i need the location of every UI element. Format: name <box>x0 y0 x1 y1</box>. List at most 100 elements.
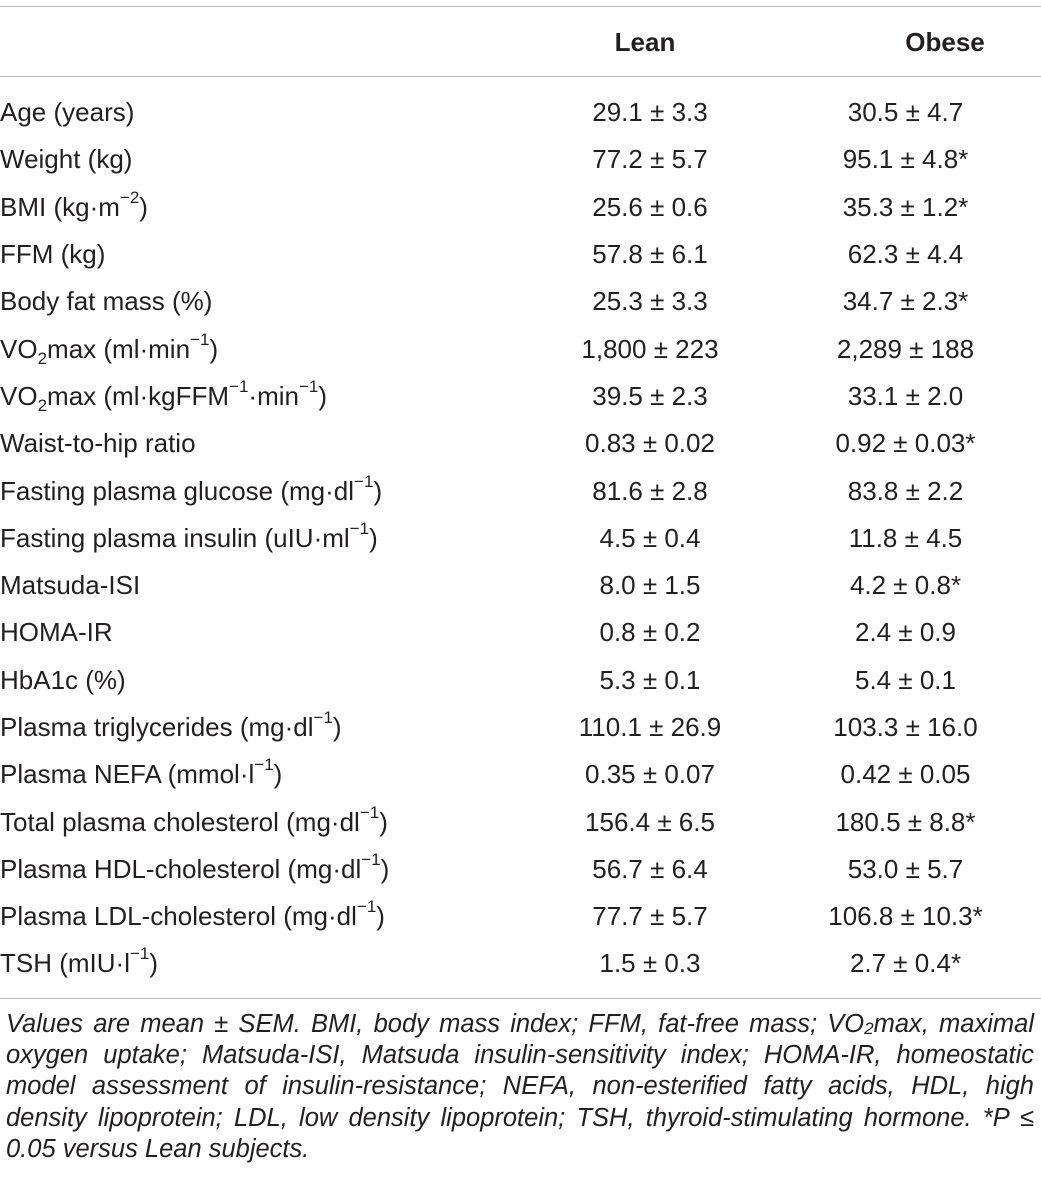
label-tail: ) <box>380 853 390 884</box>
table-row: HbA1c (%) 5.3 ± 0.1 5.4 ± 0.1 <box>0 657 1041 704</box>
cell-obese: 2.4 ± 0.9 <box>854 617 956 648</box>
table-row: Body fat mass (%) 25.3 ± 3.3 34.7 ± 2.3* <box>0 278 1041 325</box>
label-text: Plasma LDL-cholesterol (mg·dl <box>0 901 357 932</box>
table-row: Matsuda-ISI 8.0 ± 1.5 4.2 ± 0.8* <box>0 562 1041 609</box>
label-text: max (ml·kgFFM <box>47 380 230 411</box>
cell-lean: 77.7 ± 5.7 <box>592 901 708 932</box>
cell-obese: 2,289 ± 188 <box>836 333 975 364</box>
row-label: VO2max (ml·min−1) <box>0 325 530 372</box>
cell-lean: 0.83 ± 0.02 <box>585 428 715 459</box>
label-superscript-2: −1 <box>298 376 319 396</box>
label-tail: ) <box>373 475 383 506</box>
cell-obese: 33.1 ± 2.0 <box>847 380 964 411</box>
cell-obese: 2.7 ± 0.4* <box>849 948 962 979</box>
label-subscript: 2 <box>37 395 48 415</box>
label-text: Waist-to-hip ratio <box>0 428 196 459</box>
row-label: Total plasma cholesterol (mg·dl−1) <box>0 798 530 845</box>
cell-lean: 0.35 ± 0.07 <box>585 759 715 790</box>
row-label: Age (years) <box>0 89 530 136</box>
row-label: Plasma LDL-cholesterol (mg·dl−1) <box>0 893 530 940</box>
label-tail: ) <box>369 522 378 553</box>
label-superscript: −1 <box>313 708 333 727</box>
cell-obese: 0.42 ± 0.05 <box>840 759 971 790</box>
footnote-text-2: max, maximal oxygen uptake; Matsuda-ISI,… <box>6 1010 1034 1163</box>
table-row: Plasma LDL-cholesterol (mg·dl−1) 77.7 ± 5… <box>0 893 1041 940</box>
label-prefix: VO <box>0 380 38 411</box>
cell-lean: 4.5 ± 0.4 <box>599 522 701 553</box>
table-top-rule <box>0 6 1041 7</box>
label-superscript: −1 <box>349 518 370 538</box>
table-row: Fasting plasma insulin (uIU·ml−1) 4.5 ± 0… <box>0 515 1041 562</box>
row-label: FFM (kg) <box>0 231 530 278</box>
row-label: HOMA-IR <box>0 609 530 656</box>
cell-obese: 5.4 ± 0.1 <box>854 664 956 695</box>
label-text: max (ml·min <box>47 333 191 364</box>
table-row: Plasma NEFA (mmol·l−1) 0.35 ± 0.07 0.42 ± … <box>0 751 1041 798</box>
cell-lean: 81.6 ± 2.8 <box>592 475 708 506</box>
label-superscript: −1 <box>129 944 150 964</box>
row-label: Matsuda-ISI <box>0 562 530 609</box>
label-text: BMI (kg·m <box>0 191 120 222</box>
table-row: Plasma triglycerides (mg·dl−1) 110.1 ± 26… <box>0 704 1041 751</box>
table-row: Fasting plasma glucose (mg·dl−1) 81.6 ± 2… <box>0 467 1041 514</box>
label-tail: ) <box>376 901 385 932</box>
table-row: VO2max (ml·kgFFM−1·min−1) 39.5 ± 2.3 33.1 … <box>0 373 1041 420</box>
row-label: Weight (kg) <box>0 136 530 183</box>
cell-lean: 56.7 ± 6.4 <box>592 853 708 884</box>
table-row: Plasma HDL-cholesterol (mg·dl−1) 56.7 ± 6… <box>0 846 1041 893</box>
table-row: BMI (kg·m−2) 25.6 ± 0.6 35.3 ± 1.2* <box>0 184 1041 231</box>
label-text: Total plasma cholesterol (mg·dl <box>0 806 360 837</box>
row-label: Plasma HDL-cholesterol (mg·dl−1) <box>0 846 530 893</box>
cell-lean: 8.0 ± 1.5 <box>599 570 701 601</box>
cell-obese: 95.1 ± 4.8* <box>842 144 969 175</box>
cell-obese: 35.3 ± 1.2* <box>842 191 969 222</box>
row-label: HbA1c (%) <box>0 657 530 704</box>
row-label: Body fat mass (%) <box>0 278 530 325</box>
row-label: Fasting plasma insulin (uIU·ml−1) <box>0 515 530 562</box>
label-text: Fasting plasma insulin (uIU·ml <box>0 522 350 553</box>
cell-obese: 83.8 ± 2.2 <box>847 475 964 506</box>
cell-lean: 0.8 ± 0.2 <box>599 617 701 648</box>
cell-obese: 30.5 ± 4.7 <box>847 97 964 128</box>
label-tail: ) <box>318 380 328 411</box>
cell-lean: 110.1 ± 26.9 <box>578 712 722 742</box>
label-tail: ) <box>273 759 283 790</box>
label-text: Plasma triglycerides (mg·dl <box>0 712 314 742</box>
table-footnote: Values are mean ± SEM. BMI, body mass in… <box>6 1009 1034 1165</box>
row-label: Fasting plasma glucose (mg·dl−1) <box>0 467 530 514</box>
table-row: Weight (kg) 77.2 ± 5.7 95.1 ± 4.8* <box>0 136 1041 183</box>
label-text: Weight (kg) <box>0 144 133 175</box>
label-prefix: VO <box>0 333 38 364</box>
label-superscript: −2 <box>119 187 140 207</box>
row-label: BMI (kg·m−2) <box>0 184 530 231</box>
label-superscript: −1 <box>229 376 249 396</box>
label-text: FFM (kg) <box>0 239 106 270</box>
cell-obese: 4.2 ± 0.8* <box>849 570 962 601</box>
row-label: Plasma NEFA (mmol·l−1) <box>0 751 530 798</box>
column-header-lean: Lean <box>614 27 676 57</box>
row-label: TSH (mIU·l−1) <box>0 940 530 987</box>
table-row: Waist-to-hip ratio 0.83 ± 0.02 0.92 ± 0.03… <box>0 420 1041 467</box>
row-label: Plasma triglycerides (mg·dl−1) <box>0 704 530 751</box>
label-text: Plasma NEFA (mmol·l <box>0 759 255 790</box>
cell-obese: 53.0 ± 5.7 <box>847 853 964 884</box>
label-text: HOMA-IR <box>0 617 113 648</box>
cell-lean: 1.5 ± 0.3 <box>599 948 701 979</box>
table-row: Total plasma cholesterol (mg·dl−1) 156.4 … <box>0 798 1041 845</box>
cell-obese: 103.3 ± 16.0 <box>833 712 978 742</box>
cell-lean: 25.3 ± 3.3 <box>592 286 708 317</box>
cell-lean: 77.2 ± 5.7 <box>592 144 708 175</box>
cell-obese: 180.5 ± 8.8* <box>835 806 976 837</box>
cell-lean: 156.4 ± 6.5 <box>585 806 715 837</box>
label-text: Fasting plasma glucose (mg·dl <box>0 475 355 506</box>
cell-lean: 5.3 ± 0.1 <box>599 664 701 695</box>
row-label: Waist-to-hip ratio <box>0 420 530 467</box>
label-text: TSH (mIU·l <box>0 948 130 979</box>
label-superscript: −1 <box>190 329 210 349</box>
table-row: TSH (mIU·l−1) 1.5 ± 0.3 2.7 ± 0.4* <box>0 940 1041 987</box>
label-tail: ) <box>209 333 219 364</box>
label-text: Plasma HDL-cholesterol (mg·dl <box>0 853 362 884</box>
label-tail: ) <box>139 191 148 222</box>
header-rule <box>0 76 1041 77</box>
